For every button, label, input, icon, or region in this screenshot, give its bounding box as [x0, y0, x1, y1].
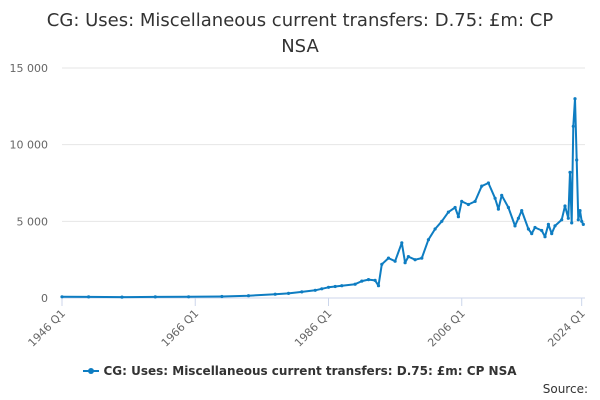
- series-layer: [60, 97, 585, 299]
- data-point[interactable]: [466, 202, 470, 207]
- data-point[interactable]: [563, 204, 567, 208]
- data-point[interactable]: [220, 294, 224, 299]
- x-axis: 1946 Q1 1966 Q1 1986 Q1 2006 Q1 2024 Q1: [26, 298, 588, 349]
- data-point[interactable]: [568, 170, 572, 174]
- data-point[interactable]: [326, 285, 331, 289]
- data-point[interactable]: [340, 284, 344, 288]
- data-point[interactable]: [413, 258, 417, 262]
- data-point[interactable]: [530, 232, 534, 236]
- source-label: Source:: [542, 382, 588, 396]
- grid-layer: [62, 67, 585, 299]
- data-point[interactable]: [440, 219, 444, 223]
- data-point[interactable]: [480, 184, 484, 188]
- data-point[interactable]: [406, 255, 410, 259]
- x-tick-label: 2006 Q1: [425, 307, 468, 350]
- x-tick-label: 1966 Q1: [159, 307, 202, 350]
- data-point[interactable]: [60, 295, 64, 299]
- data-point[interactable]: [513, 224, 517, 228]
- data-point[interactable]: [540, 228, 544, 233]
- data-point[interactable]: [433, 227, 437, 231]
- y-tick-label: 15 000: [10, 62, 49, 75]
- chart-title: CG: Uses: Miscellaneous current transfer…: [46, 10, 554, 57]
- data-point[interactable]: [570, 221, 574, 225]
- legend-line-marker-icon: [83, 366, 100, 376]
- data-point[interactable]: [87, 295, 91, 299]
- data-point[interactable]: [393, 259, 397, 263]
- data-point[interactable]: [573, 97, 577, 101]
- legend-label: CG: Uses: Miscellaneous current transfer…: [103, 364, 517, 378]
- data-point[interactable]: [486, 181, 490, 185]
- data-point[interactable]: [546, 222, 551, 226]
- data-point[interactable]: [366, 278, 371, 282]
- data-point[interactable]: [273, 292, 277, 296]
- y-tick-label: 0: [41, 292, 48, 305]
- data-point[interactable]: [581, 222, 585, 226]
- data-point[interactable]: [300, 290, 304, 294]
- data-point[interactable]: [153, 295, 157, 299]
- data-point[interactable]: [456, 215, 460, 219]
- data-point[interactable]: [506, 205, 510, 210]
- data-point[interactable]: [373, 278, 377, 282]
- data-point[interactable]: [576, 218, 580, 222]
- y-tick-label: 5 000: [17, 215, 49, 228]
- data-point[interactable]: [286, 291, 291, 295]
- data-point[interactable]: [453, 205, 457, 210]
- data-point[interactable]: [187, 295, 191, 299]
- y-axis: 0 5 000 10 000 15 000: [10, 62, 49, 305]
- data-point[interactable]: [500, 193, 504, 197]
- data-point[interactable]: [575, 158, 579, 162]
- data-point[interactable]: [516, 216, 521, 220]
- data-point[interactable]: [553, 224, 557, 228]
- data-point[interactable]: [120, 295, 124, 299]
- data-point[interactable]: [320, 287, 324, 291]
- data-point[interactable]: [360, 279, 364, 283]
- data-point[interactable]: [380, 262, 384, 266]
- data-point[interactable]: [446, 210, 450, 214]
- data-point[interactable]: [246, 294, 251, 298]
- data-point[interactable]: [566, 216, 570, 220]
- data-point[interactable]: [333, 284, 337, 289]
- data-point[interactable]: [526, 227, 531, 231]
- series-line: [61, 97, 585, 299]
- data-point[interactable]: [313, 288, 317, 292]
- data-point[interactable]: [400, 241, 404, 245]
- data-point[interactable]: [571, 124, 575, 128]
- data-point[interactable]: [420, 256, 424, 260]
- x-tick-label: 1946 Q1: [26, 307, 69, 350]
- data-point[interactable]: [560, 218, 564, 222]
- x-tick-label: 1986 Q1: [292, 307, 335, 350]
- x-tick-label: 2024 Q1: [545, 307, 588, 350]
- data-point[interactable]: [533, 225, 537, 230]
- data-point[interactable]: [493, 196, 497, 200]
- data-point[interactable]: [496, 207, 500, 211]
- data-point[interactable]: [353, 282, 357, 286]
- data-point[interactable]: [520, 209, 524, 213]
- data-point[interactable]: [543, 235, 547, 239]
- legend-item[interactable]: CG: Uses: Miscellaneous current transfer…: [83, 364, 517, 378]
- data-point[interactable]: [580, 219, 584, 223]
- data-point[interactable]: [473, 199, 477, 203]
- data-point[interactable]: [550, 232, 554, 236]
- data-point[interactable]: [403, 261, 407, 265]
- data-point[interactable]: [426, 238, 430, 242]
- y-tick-label: 10 000: [10, 139, 49, 152]
- data-point[interactable]: [578, 209, 582, 213]
- data-point[interactable]: [386, 256, 391, 260]
- data-point[interactable]: [376, 284, 381, 288]
- legend: CG: Uses: Miscellaneous current transfer…: [0, 364, 600, 379]
- data-point[interactable]: [460, 199, 464, 203]
